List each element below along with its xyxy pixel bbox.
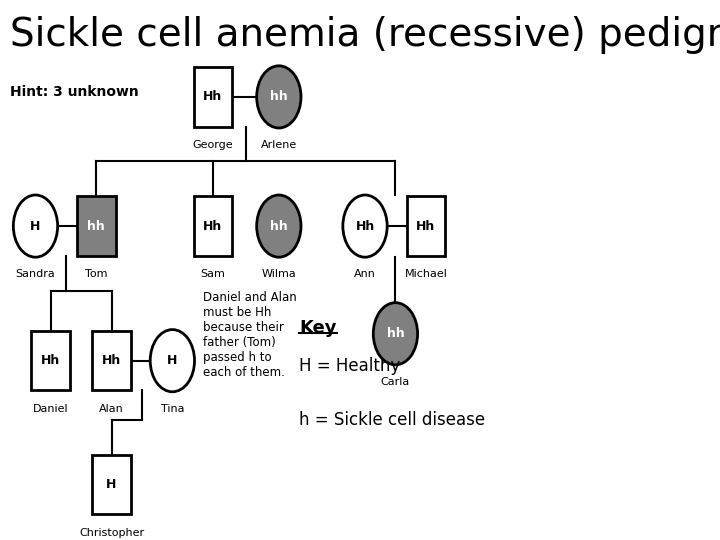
Text: hh: hh [387,327,405,340]
Text: Hh: Hh [102,354,121,367]
Text: Carla: Carla [381,377,410,387]
Text: Sickle cell anemia (recessive) pedigree: Sickle cell anemia (recessive) pedigree [10,16,720,54]
Text: hh: hh [87,220,105,233]
FancyBboxPatch shape [407,197,445,256]
Text: Tina: Tina [161,404,184,414]
Text: Tom: Tom [85,269,107,279]
FancyBboxPatch shape [77,197,116,256]
FancyBboxPatch shape [92,331,131,390]
Text: Michael: Michael [405,269,447,279]
Text: Hh: Hh [203,220,222,233]
Text: H: H [107,478,117,491]
FancyBboxPatch shape [92,455,131,514]
Text: h = Sickle cell disease: h = Sickle cell disease [299,411,485,429]
Text: hh: hh [270,220,288,233]
Text: Key: Key [299,319,337,338]
Ellipse shape [14,195,58,257]
Text: Hh: Hh [416,220,436,233]
Text: George: George [193,140,233,150]
Text: Hint: 3 unknown: Hint: 3 unknown [10,85,139,98]
Ellipse shape [343,195,387,257]
Text: H: H [167,354,178,367]
FancyBboxPatch shape [32,331,70,390]
Text: Hh: Hh [41,354,60,367]
Text: Daniel: Daniel [33,404,68,414]
Text: Sam: Sam [200,269,225,279]
Text: Arlene: Arlene [261,140,297,150]
Text: Wilma: Wilma [261,269,296,279]
Text: Daniel and Alan
must be Hh
because their
father (Tom)
passed h to
each of them.: Daniel and Alan must be Hh because their… [203,291,297,379]
Text: hh: hh [270,90,288,103]
FancyBboxPatch shape [194,68,232,126]
Ellipse shape [256,195,301,257]
Text: H = Healthy: H = Healthy [299,357,400,375]
Ellipse shape [150,329,194,392]
Text: Sandra: Sandra [16,269,55,279]
Ellipse shape [373,302,418,365]
FancyBboxPatch shape [194,197,232,256]
Text: Hh: Hh [203,90,222,103]
Text: H: H [30,220,40,233]
Ellipse shape [256,66,301,128]
Text: Hh: Hh [356,220,374,233]
Text: Christopher: Christopher [79,528,144,537]
Text: Alan: Alan [99,404,124,414]
Text: Ann: Ann [354,269,376,279]
